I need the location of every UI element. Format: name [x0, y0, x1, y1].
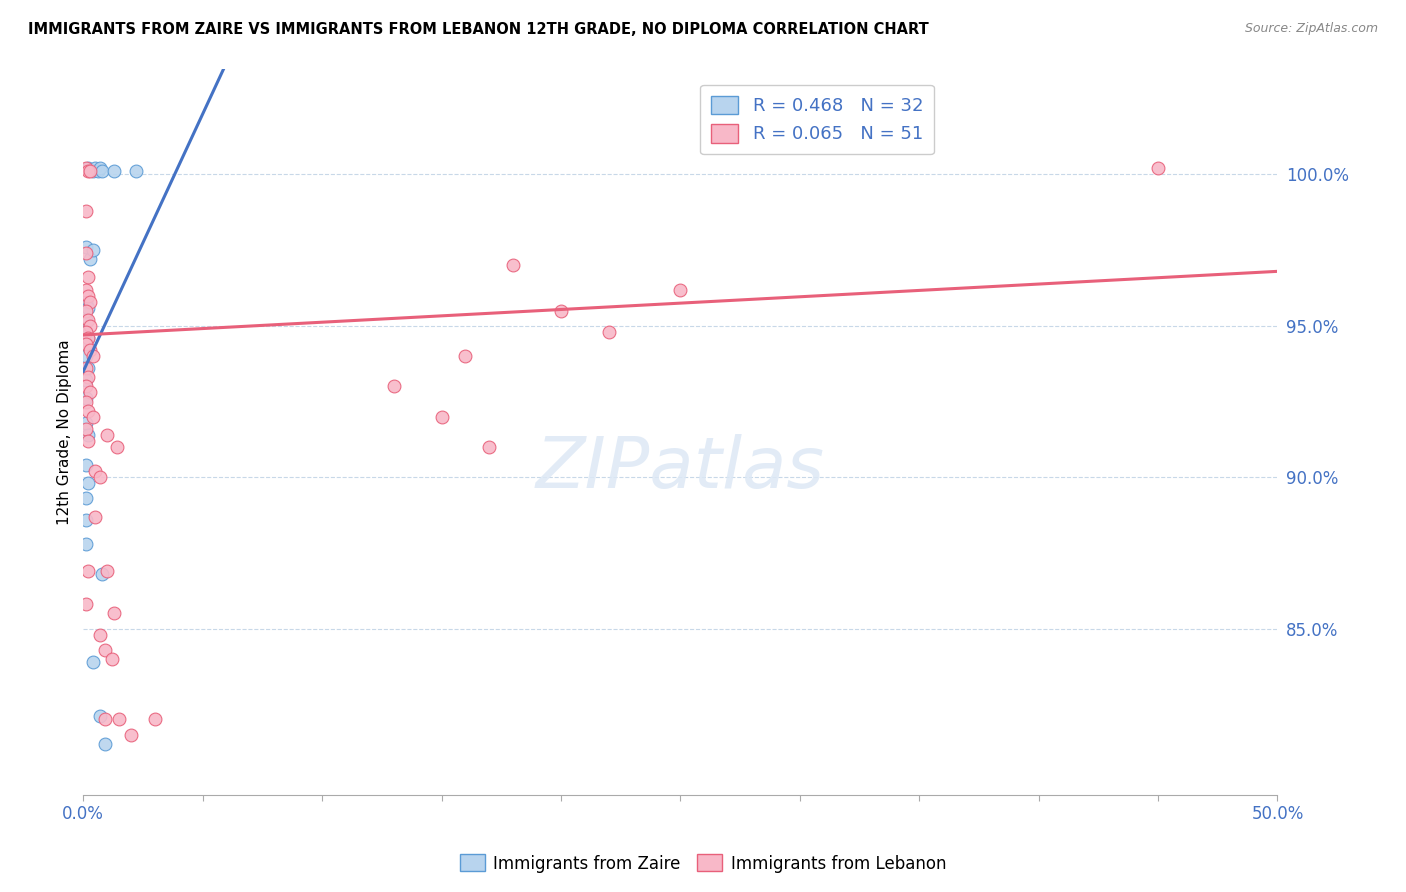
Point: [669, 283, 692, 297]
Point: [598, 325, 620, 339]
Y-axis label: 12th Grade, No Diploma: 12th Grade, No Diploma: [58, 339, 72, 524]
Point: [75, 361, 97, 376]
Point: [550, 303, 572, 318]
Point: [75, 240, 97, 254]
Point: [75, 246, 97, 260]
Point: [82, 409, 104, 424]
Point: [75, 416, 97, 430]
Point: [89, 709, 111, 723]
Point: [75, 392, 97, 406]
Point: [77, 288, 100, 302]
Text: IMMIGRANTS FROM ZAIRE VS IMMIGRANTS FROM LEBANON 12TH GRADE, NO DIPLOMA CORRELAT: IMMIGRANTS FROM ZAIRE VS IMMIGRANTS FROM…: [28, 22, 929, 37]
Point: [75, 598, 97, 612]
Point: [75, 379, 97, 393]
Point: [77, 164, 100, 178]
Point: [77, 313, 100, 327]
Point: [75, 512, 97, 526]
Point: [75, 422, 97, 436]
Point: [77, 427, 100, 442]
Point: [75, 325, 97, 339]
Point: [143, 712, 166, 726]
Legend: Immigrants from Zaire, Immigrants from Lebanon: Immigrants from Zaire, Immigrants from L…: [453, 847, 953, 880]
Point: [75, 161, 97, 176]
Point: [79, 343, 101, 357]
Point: [84, 509, 107, 524]
Point: [125, 164, 148, 178]
Point: [77, 361, 100, 376]
Point: [105, 440, 128, 454]
Legend: R = 0.468   N = 32, R = 0.065   N = 51: R = 0.468 N = 32, R = 0.065 N = 51: [700, 85, 934, 154]
Point: [77, 434, 100, 448]
Point: [75, 325, 97, 339]
Point: [79, 252, 101, 267]
Point: [75, 303, 97, 318]
Point: [91, 164, 114, 178]
Point: [101, 652, 124, 666]
Point: [1147, 161, 1170, 176]
Point: [82, 655, 104, 669]
Point: [77, 476, 100, 491]
Point: [84, 161, 107, 176]
Point: [430, 409, 453, 424]
Point: [79, 385, 101, 400]
Point: [77, 564, 100, 578]
Point: [75, 313, 97, 327]
Point: [103, 607, 125, 621]
Point: [382, 379, 405, 393]
Point: [94, 737, 117, 751]
Point: [75, 337, 97, 351]
Point: [454, 349, 477, 363]
Point: [94, 712, 117, 726]
Point: [75, 337, 97, 351]
Point: [82, 164, 104, 178]
Point: [502, 258, 524, 272]
Point: [77, 301, 100, 315]
Point: [77, 331, 100, 345]
Point: [89, 627, 111, 641]
Point: [77, 161, 100, 176]
Point: [75, 491, 97, 506]
Point: [77, 403, 100, 417]
Point: [94, 642, 117, 657]
Point: [75, 458, 97, 472]
Point: [91, 567, 114, 582]
Point: [75, 373, 97, 387]
Point: [478, 440, 501, 454]
Point: [75, 294, 97, 309]
Point: [75, 537, 97, 551]
Point: [79, 318, 101, 333]
Point: [96, 427, 118, 442]
Point: [89, 161, 111, 176]
Text: ZIPatlas: ZIPatlas: [536, 434, 825, 502]
Point: [120, 727, 142, 741]
Point: [96, 564, 118, 578]
Text: Source: ZipAtlas.com: Source: ZipAtlas.com: [1244, 22, 1378, 36]
Point: [79, 164, 101, 178]
Point: [75, 203, 97, 218]
Point: [75, 394, 97, 409]
Point: [103, 164, 125, 178]
Point: [86, 164, 108, 178]
Point: [89, 470, 111, 484]
Point: [75, 283, 97, 297]
Point: [108, 712, 131, 726]
Point: [79, 294, 101, 309]
Point: [84, 464, 107, 478]
Point: [77, 270, 100, 285]
Point: [75, 349, 97, 363]
Point: [82, 349, 104, 363]
Point: [77, 370, 100, 384]
Point: [82, 243, 104, 257]
Point: [77, 331, 100, 345]
